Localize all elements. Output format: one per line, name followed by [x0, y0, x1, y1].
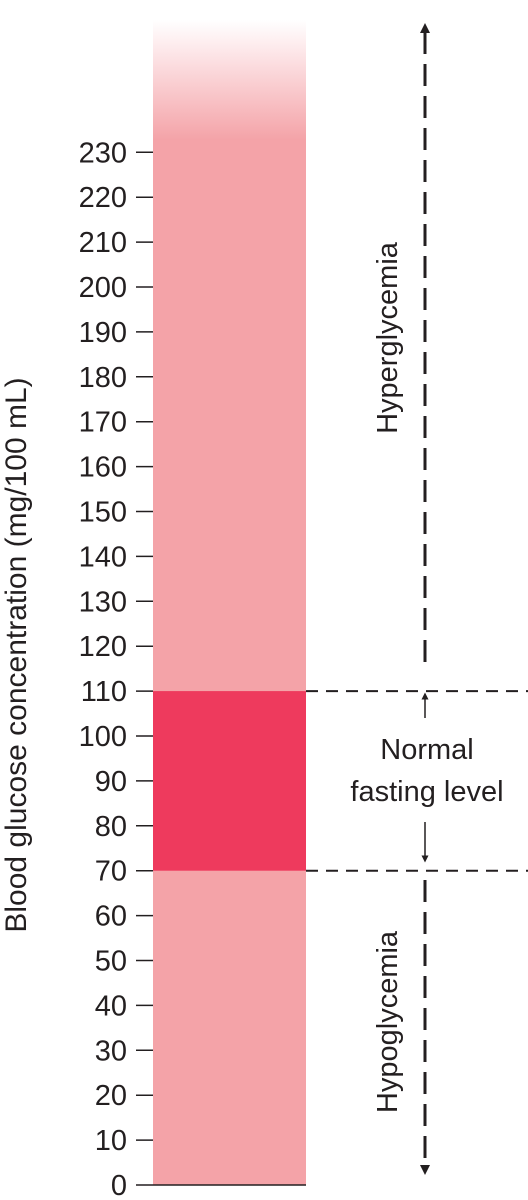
tick-label-70: 70 — [95, 856, 127, 888]
column-fade-top — [153, 20, 306, 140]
tick-label-20: 20 — [95, 1080, 127, 1112]
tick-label-60: 60 — [95, 901, 127, 933]
tick-label-30: 30 — [95, 1035, 127, 1067]
tick-label-230: 230 — [79, 137, 127, 169]
tick-label-90: 90 — [95, 766, 127, 798]
tick-label-200: 200 — [79, 272, 127, 304]
tick-label-170: 170 — [79, 407, 127, 439]
tick-label-220: 220 — [79, 182, 127, 214]
tick-label-110: 110 — [81, 676, 127, 708]
tick-label-120: 120 — [79, 631, 127, 663]
tick-label-140: 140 — [79, 541, 127, 573]
normal-label-line1: Normal — [380, 734, 473, 766]
normal-label-line2: fasting level — [350, 776, 503, 808]
glucose-column — [153, 139, 306, 1185]
hypoglycemia-label: Hypoglycemia — [372, 930, 404, 1113]
tick-label-50: 50 — [95, 946, 127, 978]
hyperglycemia-label: Hyperglycemia — [372, 241, 404, 434]
normal-range-band — [153, 691, 306, 871]
y-axis-title: Blood glucose concentration (mg/100 mL) — [0, 377, 33, 932]
tick-label-130: 130 — [79, 586, 127, 618]
y-axis-ticks: 0 10 20 30 40 50 60 70 80 90 100 110 120 130 140 150 160… — [79, 137, 153, 1200]
tick-label-210: 210 — [79, 227, 127, 259]
tick-label-160: 160 — [79, 452, 127, 484]
tick-label-40: 40 — [95, 990, 127, 1022]
tick-label-80: 80 — [95, 811, 127, 843]
tick-label-190: 190 — [79, 317, 127, 349]
tick-label-180: 180 — [79, 362, 127, 394]
tick-label-0: 0 — [111, 1170, 127, 1200]
tick-label-10: 10 — [95, 1125, 127, 1157]
tick-label-100: 100 — [79, 721, 127, 753]
tick-label-150: 150 — [79, 497, 127, 529]
